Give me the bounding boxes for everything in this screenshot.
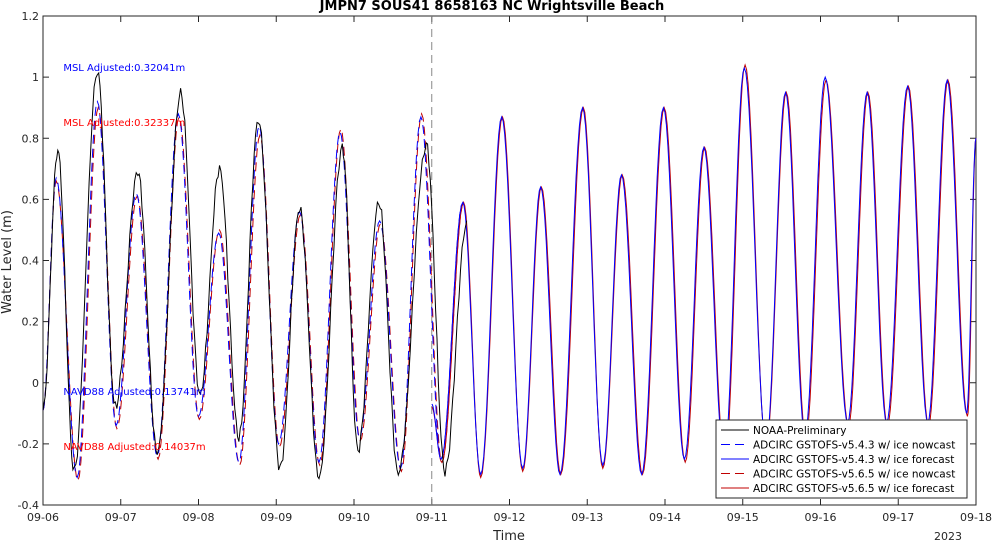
y-tick-label: 0.4 (22, 255, 40, 268)
x-axis-ticks: 09-06 09-07 09-08 09-09 09-10 09-11 09-12 09-13… (27, 16, 992, 524)
series-line-0 (42, 71, 468, 480)
y-tick-label: -0.2 (18, 438, 39, 451)
datum-annotation-3: NAVD88 Adjusted:0.14037m (63, 442, 205, 453)
x-tick-label: 09-08 (183, 511, 215, 524)
datum-annotation-0: MSL Adjusted:0.32041m (63, 63, 185, 74)
legend-entry-4: ADCIRC GSTOFS-v5.6.5 w/ ice forecast (753, 483, 954, 495)
y-tick-label: 1.2 (22, 10, 40, 23)
x-tick-label: 09-15 (727, 511, 759, 524)
y-tick-label: -0.4 (18, 499, 39, 512)
x-tick-label: 09-13 (571, 511, 603, 524)
datum-annotation-1: MSL Adjusted:0.32337m (63, 118, 185, 129)
x-tick-label: 09-09 (260, 511, 292, 524)
x-tick-label: 09-06 (27, 511, 59, 524)
datum-annotation-2: NAVD88 Adjusted:0.13741m (63, 387, 205, 398)
chart-title: JMPN7 SOUS41 8658163 NC Wrightsville Bea… (319, 0, 665, 14)
y-tick-label: 0.8 (22, 132, 40, 145)
legend-box (715, 419, 968, 499)
y-tick-label: 0.2 (22, 316, 40, 329)
y-axis-label: Water Level (m) (0, 210, 15, 314)
x-tick-label: 09-10 (338, 511, 370, 524)
datum-annotations: MSL Adjusted:0.32041m MSL Adjusted:0.3233… (63, 63, 205, 453)
legend-entry-0: NOAA-Preliminary (753, 425, 846, 437)
x-tick-label: 09-11 (416, 511, 448, 524)
y-tick-label: 1 (32, 71, 39, 84)
x-axis-label: Time (492, 529, 525, 541)
x-tick-label: 09-14 (649, 511, 681, 524)
series-lines (42, 63, 977, 482)
x-tick-label: 09-12 (494, 511, 526, 524)
legend-entry-3: ADCIRC GSTOFS-v5.6.5 w/ ice nowcast (753, 469, 955, 481)
x-tick-label: 09-17 (882, 511, 914, 524)
legend: NOAA-Preliminary ADCIRC GSTOFS-v5.4.3 w/ … (715, 419, 968, 499)
x-tick-label: 09-07 (105, 511, 137, 524)
y-tick-label: 0 (32, 377, 39, 390)
legend-entry-1: ADCIRC GSTOFS-v5.4.3 w/ ice nowcast (753, 440, 955, 452)
series-line-2 (431, 66, 977, 476)
x-tick-label: 09-18 (960, 511, 992, 524)
y-tick-label: 0.6 (22, 193, 40, 206)
legend-entry-2: ADCIRC GSTOFS-v5.4.3 w/ ice forecast (753, 454, 954, 466)
year-label: 2023 (934, 530, 962, 541)
x-tick-label: 09-16 (805, 511, 837, 524)
